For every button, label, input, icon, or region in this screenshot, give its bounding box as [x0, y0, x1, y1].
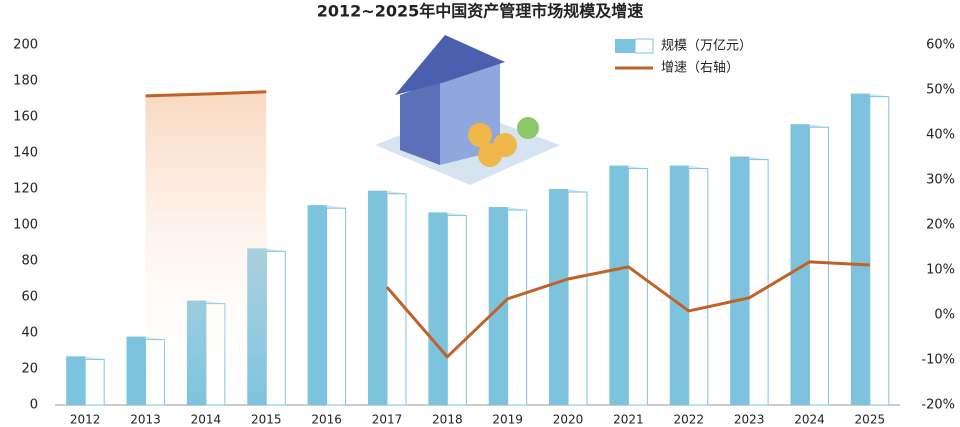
- x-tick-label: 2022: [673, 413, 704, 427]
- bar: [126, 336, 146, 405]
- x-tick-label: 2013: [130, 413, 161, 427]
- y2-tick-label: -10%: [921, 353, 955, 368]
- bar-face: [748, 159, 769, 406]
- bar: [790, 124, 810, 405]
- y-tick-label: 60: [21, 290, 38, 305]
- x-tick-label: 2017: [372, 413, 403, 427]
- bar: [307, 205, 327, 405]
- legend-swatch: [634, 38, 654, 54]
- y-tick-label: 120: [13, 182, 38, 197]
- bar: [609, 165, 629, 405]
- area-shade: [145, 91, 267, 406]
- bar: [367, 190, 387, 405]
- chart-title: 2012~2025年中国资产管理市场规模及增速: [317, 2, 643, 21]
- bar-face: [507, 209, 528, 406]
- x-tick-label: 2021: [613, 413, 644, 427]
- y2-tick-label: 10%: [926, 263, 955, 278]
- x-tick-label: 2025: [855, 413, 886, 427]
- bar-face: [869, 96, 890, 406]
- illustration: [375, 35, 560, 185]
- bar-face: [627, 168, 648, 406]
- y-tick-label: 200: [13, 38, 38, 53]
- bar-face: [265, 250, 286, 406]
- y-tick-label: 140: [13, 146, 38, 161]
- bar: [850, 93, 870, 405]
- bar-face: [567, 191, 588, 406]
- y-tick-label: 20: [21, 362, 38, 377]
- x-tick-label: 2012: [70, 413, 101, 427]
- y2-tick-label: 20%: [926, 218, 955, 233]
- x-tick-label: 2016: [311, 413, 342, 427]
- y-tick-label: 100: [13, 218, 38, 233]
- x-tick-label: 2020: [553, 413, 584, 427]
- bar-face: [688, 168, 709, 406]
- x-tick-label: 2018: [432, 413, 463, 427]
- bar-face: [808, 126, 829, 406]
- bar: [669, 165, 689, 405]
- x-tick-label: 2024: [794, 413, 825, 427]
- y-tick-label: 80: [21, 254, 38, 269]
- bar: [730, 156, 750, 405]
- y-tick-label: 160: [13, 110, 38, 125]
- legend-label: 规模（万亿元）: [661, 39, 752, 54]
- x-tick-label: 2023: [734, 413, 765, 427]
- y2-tick-label: 0%: [934, 308, 955, 323]
- y2-tick-label: -20%: [921, 398, 955, 413]
- y2-tick-label: 50%: [926, 83, 955, 98]
- legend-label: 增速（右轴）: [661, 61, 739, 76]
- bar-face: [326, 207, 347, 406]
- y-tick-label: 180: [13, 74, 38, 89]
- y2-tick-label: 30%: [926, 173, 955, 188]
- bar: [66, 356, 86, 405]
- line: [385, 260, 870, 359]
- y2-tick-label: 40%: [926, 128, 955, 143]
- legend-swatch: [615, 39, 635, 53]
- bar-face: [446, 214, 467, 406]
- line: [145, 90, 267, 98]
- x-tick-label: 2015: [251, 413, 282, 427]
- y2-tick-label: 60%: [926, 38, 955, 53]
- x-tick-label: 2014: [191, 413, 222, 427]
- y-tick-label: 40: [21, 326, 38, 341]
- y-tick-label: 0: [30, 398, 38, 413]
- x-tick-label: 2019: [492, 413, 523, 427]
- bar: [428, 212, 448, 405]
- bar-face: [84, 358, 105, 406]
- bar: [549, 189, 569, 405]
